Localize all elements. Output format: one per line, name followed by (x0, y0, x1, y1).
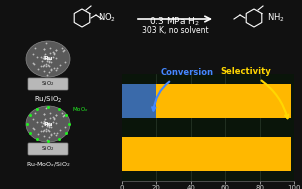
Text: SiO$_2$: SiO$_2$ (41, 145, 55, 153)
Ellipse shape (26, 41, 70, 77)
Text: Ru/SiO$_2$: Ru/SiO$_2$ (34, 95, 62, 105)
Text: NH$_2$: NH$_2$ (267, 11, 284, 23)
Ellipse shape (26, 106, 70, 142)
Text: NO$_2$: NO$_2$ (98, 11, 116, 23)
Text: 303 K, no solvent: 303 K, no solvent (142, 26, 208, 35)
Text: Ru: Ru (43, 122, 53, 126)
Bar (122, 84, 156, 118)
Bar (122, 74, 294, 181)
Bar (122, 137, 291, 171)
Text: Ru-MoO$_x$/SiO$_2$: Ru-MoO$_x$/SiO$_2$ (26, 160, 70, 169)
Bar (122, 84, 291, 118)
Text: Ru: Ru (43, 57, 53, 61)
Text: Selectivity: Selectivity (220, 67, 288, 118)
FancyBboxPatch shape (28, 143, 68, 155)
Text: 0.3 MPa H$_2$: 0.3 MPa H$_2$ (149, 15, 201, 28)
Text: Conversion: Conversion (152, 68, 214, 111)
Text: MoO$_x$: MoO$_x$ (72, 105, 89, 115)
FancyBboxPatch shape (28, 78, 68, 90)
Text: SiO$_2$: SiO$_2$ (41, 80, 55, 88)
